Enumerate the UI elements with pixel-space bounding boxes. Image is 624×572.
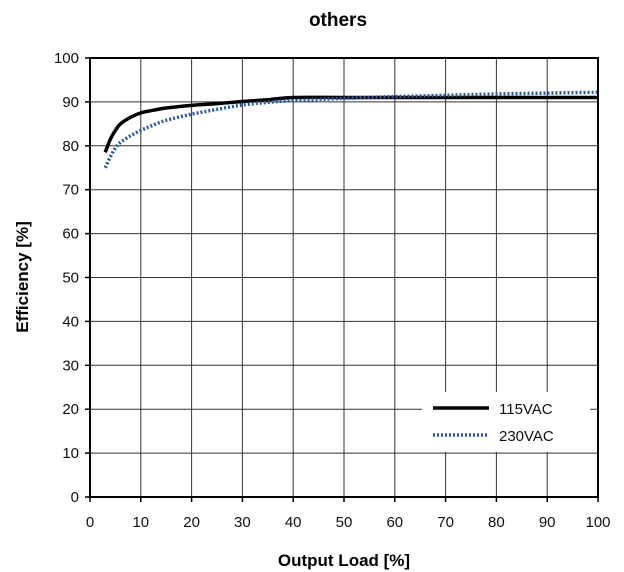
x-tick-label: 60 — [386, 514, 403, 531]
y-tick-label: 70 — [62, 182, 79, 199]
legend-label-115vac: 115VAC — [499, 401, 553, 418]
legend-background — [422, 392, 590, 452]
x-tick-label: 30 — [234, 514, 251, 531]
x-tick-label: 40 — [285, 514, 302, 531]
x-tick-label: 70 — [437, 514, 454, 531]
x-tick-label: 10 — [132, 514, 149, 531]
y-tick-label: 30 — [62, 357, 79, 374]
y-tick-label: 100 — [54, 50, 79, 67]
x-tick-label: 50 — [336, 514, 353, 531]
y-tick-label: 20 — [62, 401, 79, 418]
series-line-115vac — [103, 95, 598, 154]
legend-label-230vac: 230VAC — [499, 428, 554, 445]
x-tick-label: 0 — [86, 514, 94, 531]
y-tick-label: 0 — [71, 489, 79, 506]
series-line-230vac — [103, 90, 599, 169]
x-axis-ticks: 0 10 20 30 40 50 60 70 80 90 100 — [86, 497, 611, 531]
y-tick-label: 90 — [62, 94, 79, 111]
y-axis-ticks: 0 10 20 30 40 50 60 70 80 90 100 — [54, 50, 90, 506]
x-tick-label: 80 — [488, 514, 505, 531]
y-tick-label: 50 — [62, 270, 79, 287]
x-axis-title: Output Load [%] — [278, 551, 410, 570]
legend: 115VAC 230VAC — [422, 392, 590, 452]
x-tick-label: 20 — [183, 514, 200, 531]
y-tick-label: 10 — [62, 445, 79, 462]
y-tick-label: 60 — [62, 226, 79, 243]
x-tick-label: 90 — [539, 514, 556, 531]
chart-title: others — [309, 10, 367, 31]
series-lines — [103, 90, 599, 169]
plot-frame — [89, 57, 599, 498]
y-axis-title: Efficiency [%] — [13, 221, 32, 332]
x-tick-label: 100 — [585, 514, 610, 531]
y-tick-label: 80 — [62, 138, 79, 155]
y-tick-label: 40 — [62, 313, 79, 330]
